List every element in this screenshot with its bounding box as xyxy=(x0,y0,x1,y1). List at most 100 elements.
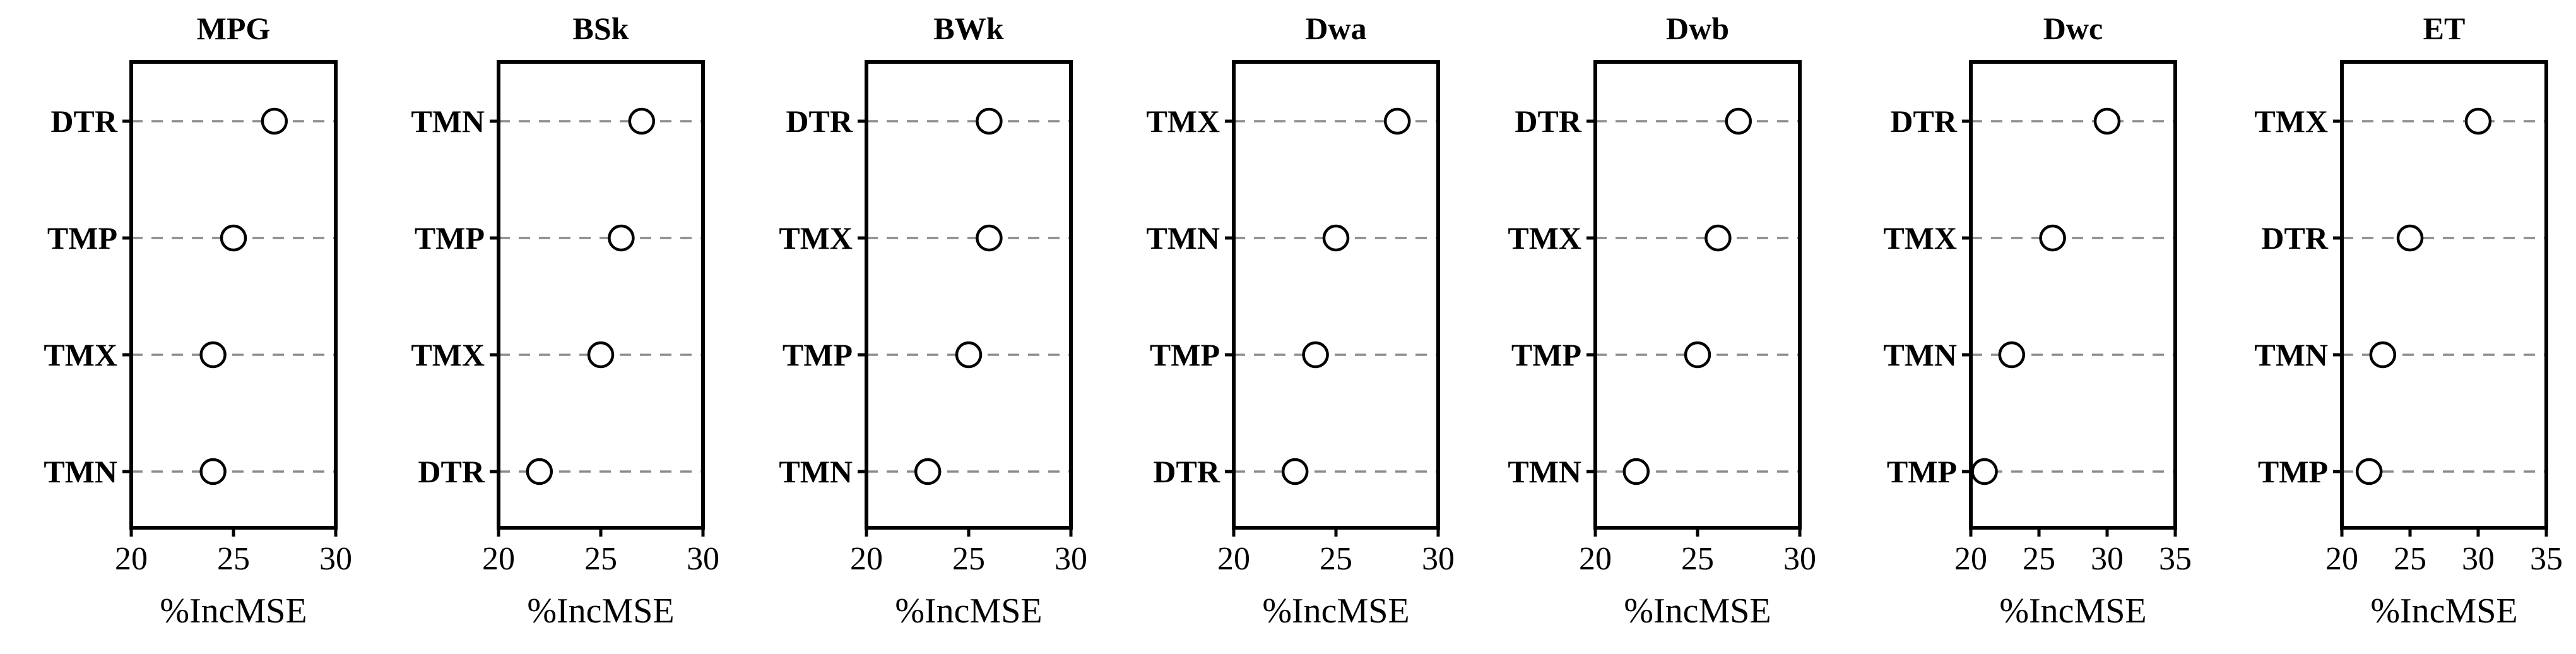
y-tick-label: DTR xyxy=(1153,454,1220,489)
panel-5: Dwb DTR TMX TMP TMN 20 25 30 %IncMSE xyxy=(1508,11,1816,631)
x-axis-label: %IncMSE xyxy=(2370,592,2517,631)
y-tick-label: TMX xyxy=(2254,104,2328,139)
x-tick-label: 35 xyxy=(2530,541,2563,577)
plot-frame xyxy=(1232,60,1440,530)
y-tick-label: TMN xyxy=(1146,220,1220,256)
data-point-dtr xyxy=(976,107,1003,135)
panel-6: Dwc DTR TMX TMN TMP 20 25 30 35 %IncMSE xyxy=(1883,11,2192,631)
plot-frame xyxy=(1593,60,1802,530)
x-axis-label: %IncMSE xyxy=(1624,592,1771,631)
panel-7: ET TMX DTR TMN TMP 20 25 30 35 %IncMSE xyxy=(2254,11,2563,631)
panel-title: BWk xyxy=(933,11,1003,46)
x-tick-label: 20 xyxy=(1217,541,1250,577)
x-axis-label: %IncMSE xyxy=(895,592,1042,631)
x-tick-label: 25 xyxy=(2394,541,2426,577)
panel-title: MPG xyxy=(197,11,271,46)
data-point-tmx xyxy=(199,341,227,369)
x-tick-label: 20 xyxy=(2325,541,2358,577)
x-tick-label: 35 xyxy=(2159,541,2192,577)
data-point-tmx xyxy=(2464,107,2492,135)
y-tick-label: TMX xyxy=(1508,220,1581,256)
y-tick-label: TMN xyxy=(44,454,117,489)
y-tick-label: TMX xyxy=(779,220,853,256)
y-tick-label: TMP xyxy=(783,337,853,372)
y-tick-label: TMP xyxy=(415,220,485,256)
panel-1: MPG DTR TMP TMX TMN 20 25 30 %IncMSE xyxy=(44,11,352,631)
y-tick-label: TMP xyxy=(1511,337,1581,372)
x-tick-label: 30 xyxy=(2462,541,2495,577)
y-tick-label: TMP xyxy=(47,220,117,256)
x-tick-label: 30 xyxy=(1422,541,1455,577)
x-tick-label: 20 xyxy=(1579,541,1612,577)
data-point-tmp xyxy=(1971,458,1998,485)
y-tick-label: TMN xyxy=(1508,454,1581,489)
x-tick-label: 30 xyxy=(1783,541,1816,577)
data-point-tmn xyxy=(199,458,227,485)
plot-frame xyxy=(2340,60,2548,530)
data-point-tmp xyxy=(220,224,247,252)
plot-frame xyxy=(497,60,705,530)
y-tick-label: TMX xyxy=(1146,104,1220,139)
y-tick-label: TMN xyxy=(411,104,485,139)
data-point-tmn xyxy=(2369,341,2397,369)
panel-2: BSk TMN TMP TMX DTR 20 25 30 %IncMSE xyxy=(411,11,719,631)
panel-3: BWk DTR TMX TMP TMN 20 25 30 %IncMSE xyxy=(779,11,1087,631)
y-tick-label: DTR xyxy=(786,104,853,139)
x-tick-label: 25 xyxy=(1320,541,1352,577)
panel-title: Dwa xyxy=(1305,11,1366,46)
x-axis-label: %IncMSE xyxy=(1999,592,2146,631)
x-axis-label: %IncMSE xyxy=(160,592,307,631)
data-point-dtr xyxy=(2396,224,2424,252)
data-point-dtr xyxy=(261,107,288,135)
y-tick-label: DTR xyxy=(50,104,117,139)
y-tick-label: TMN xyxy=(779,454,853,489)
panel-title: Dwc xyxy=(2043,11,2103,46)
y-tick-label: TMN xyxy=(2254,337,2328,372)
data-point-dtr xyxy=(526,458,553,485)
data-point-tmx xyxy=(976,224,1003,252)
y-tick-label: TMX xyxy=(1883,220,1957,256)
x-tick-label: 25 xyxy=(584,541,617,577)
x-tick-label: 25 xyxy=(1681,541,1714,577)
plot-frame xyxy=(129,60,338,530)
data-point-tmp xyxy=(955,341,983,369)
y-tick-label: TMP xyxy=(1150,337,1220,372)
x-axis-label: %IncMSE xyxy=(1262,592,1409,631)
y-tick-label: TMP xyxy=(2258,454,2328,489)
x-tick-label: 25 xyxy=(2023,541,2055,577)
x-tick-label: 30 xyxy=(2091,541,2124,577)
data-point-tmx xyxy=(1705,224,1732,252)
y-tick-label: TMX xyxy=(44,337,117,372)
y-tick-label: TMP xyxy=(1887,454,1957,489)
data-point-tmp xyxy=(1302,341,1329,369)
data-point-tmn xyxy=(1322,224,1350,252)
x-tick-label: 30 xyxy=(687,541,719,577)
data-point-tmp xyxy=(608,224,635,252)
plot-frame xyxy=(1969,60,2177,530)
y-tick-label: DTR xyxy=(2261,220,2328,256)
data-point-tmx xyxy=(2039,224,2066,252)
data-point-dtr xyxy=(1725,107,1752,135)
data-point-dtr xyxy=(2093,107,2121,135)
x-tick-label: 30 xyxy=(1055,541,1087,577)
panel-title: BSk xyxy=(573,11,629,46)
y-tick-label: DTR xyxy=(1890,104,1957,139)
data-point-tmn xyxy=(1622,458,1650,485)
data-point-tmx xyxy=(587,341,615,369)
panel-4: Dwa TMX TMN TMP DTR 20 25 30 %IncMSE xyxy=(1146,11,1455,631)
x-tick-label: 30 xyxy=(319,541,352,577)
y-tick-label: TMN xyxy=(1883,337,1957,372)
x-tick-label: 20 xyxy=(115,541,148,577)
data-point-tmp xyxy=(1684,341,1711,369)
x-tick-label: 20 xyxy=(482,541,515,577)
x-tick-label: 20 xyxy=(1954,541,1987,577)
panel-title: ET xyxy=(2423,11,2466,46)
data-point-tmn xyxy=(628,107,656,135)
x-axis-label: %IncMSE xyxy=(527,592,674,631)
y-tick-label: DTR xyxy=(1515,104,1581,139)
x-tick-label: 25 xyxy=(952,541,985,577)
panel-title: Dwb xyxy=(1666,11,1729,46)
data-point-tmn xyxy=(914,458,942,485)
